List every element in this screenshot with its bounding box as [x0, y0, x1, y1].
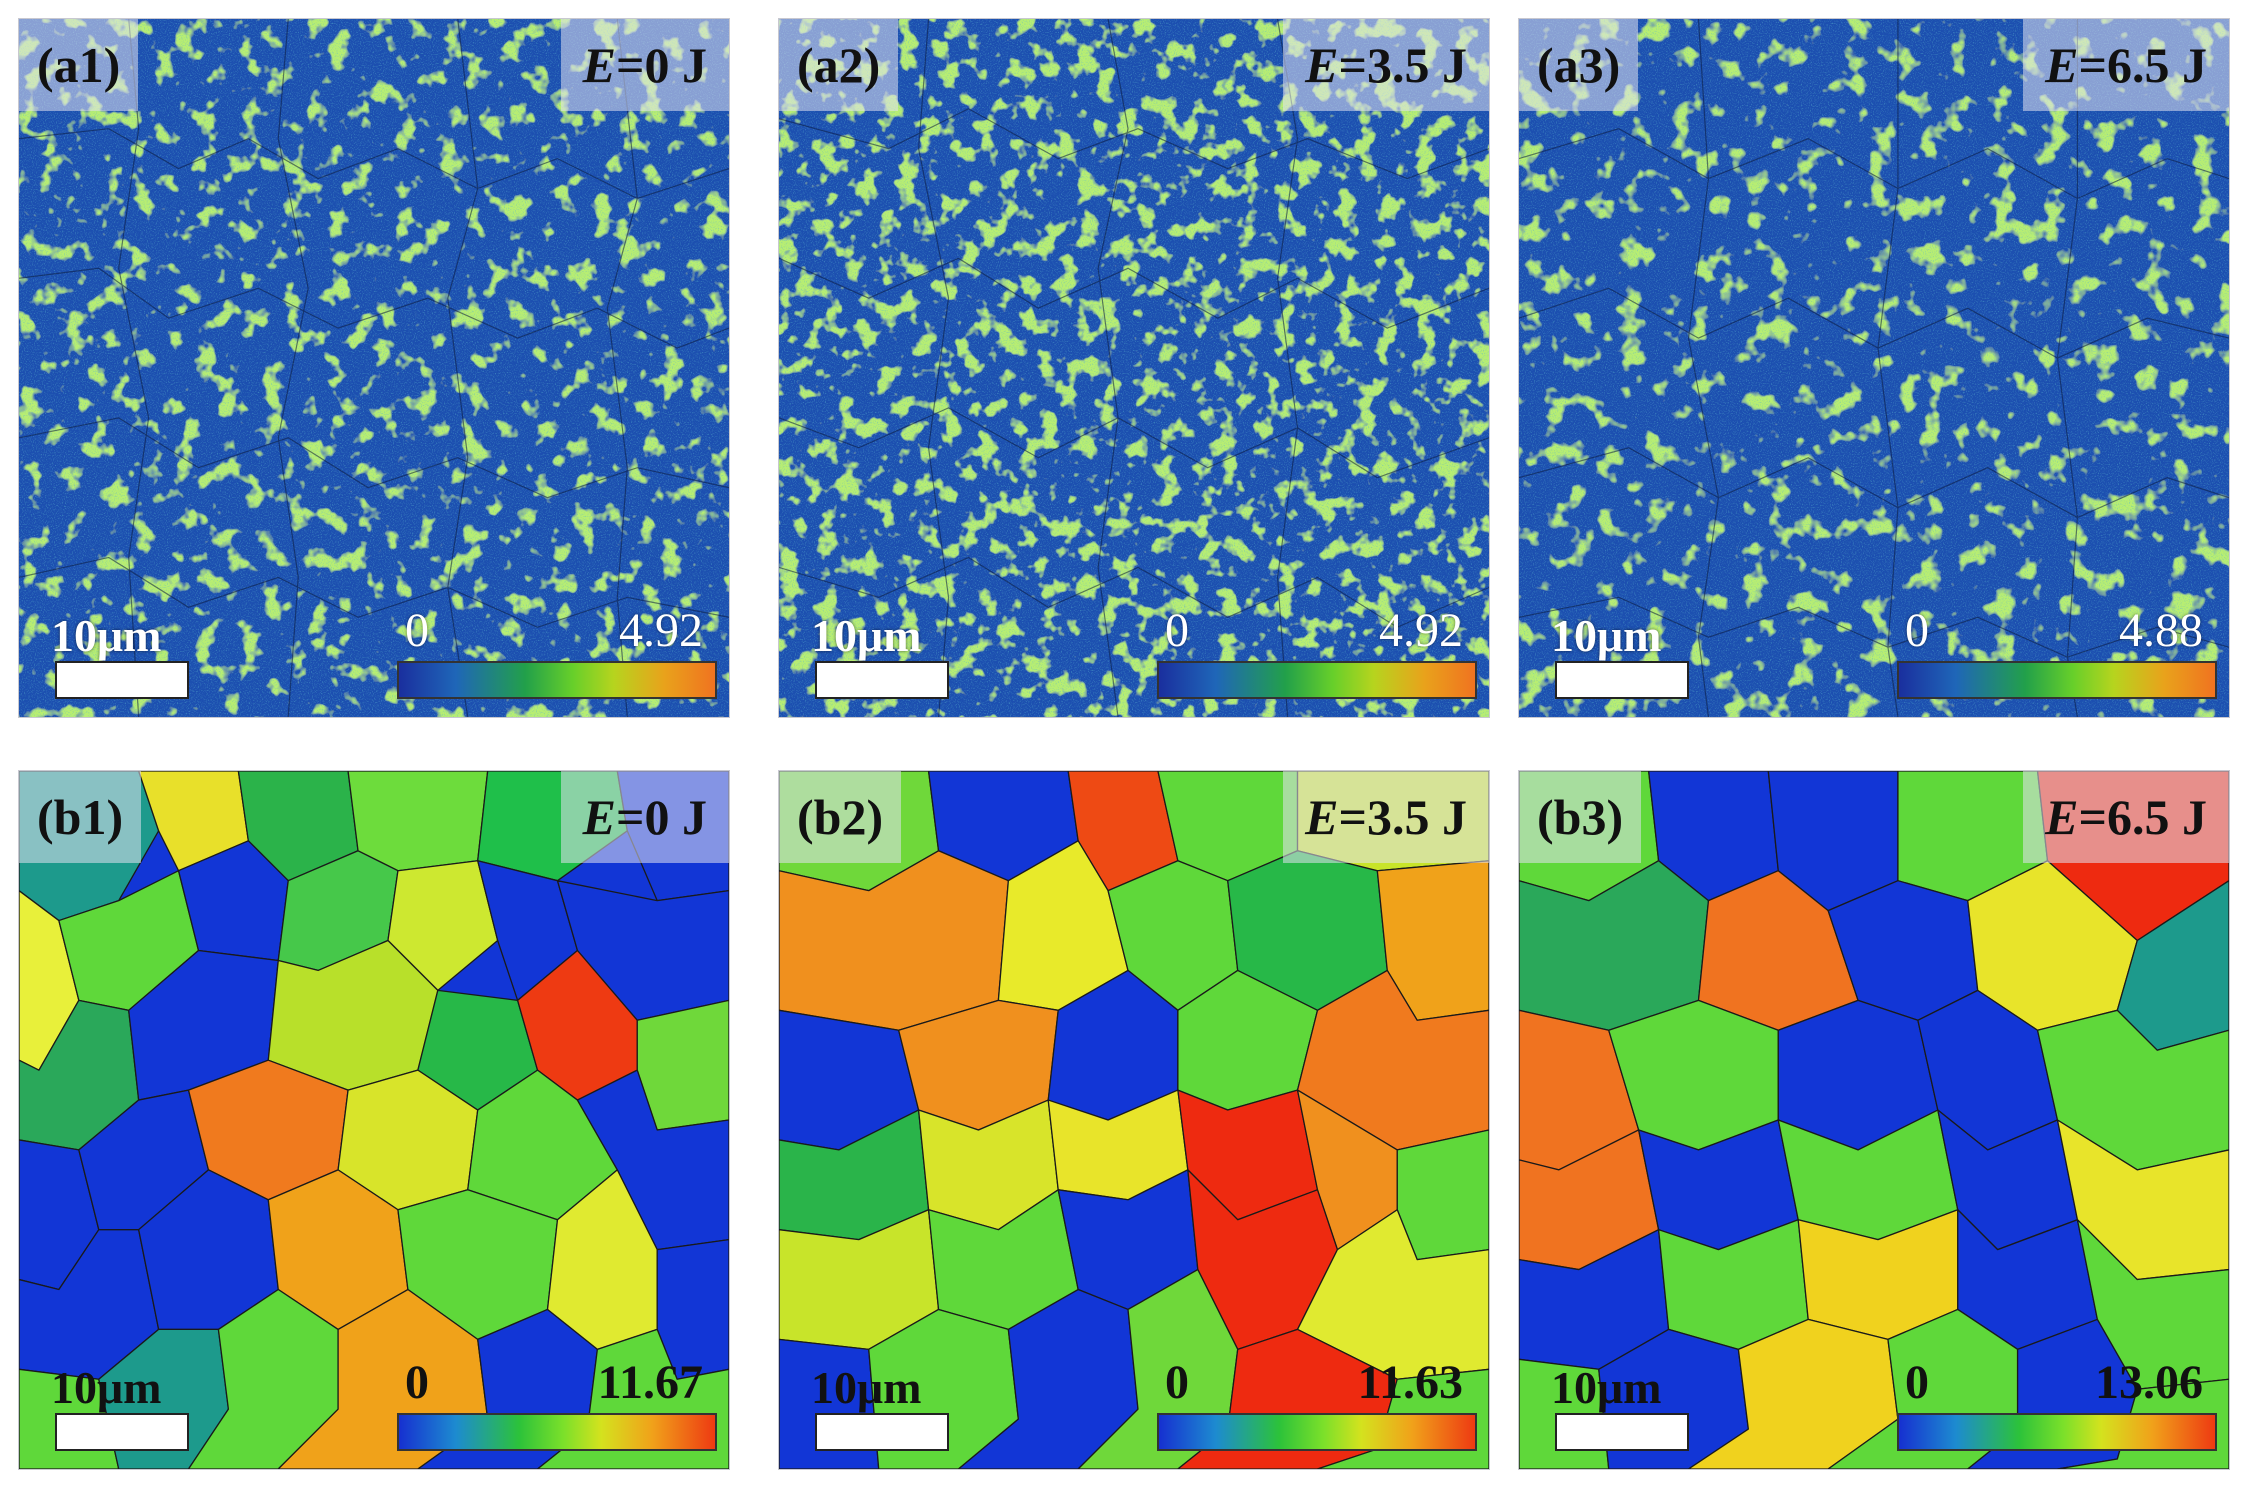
grain-map-b2	[779, 771, 1489, 1469]
scale-bar-label: 10μm	[1551, 1362, 1662, 1413]
panel-a3: (a3) E =6.5 J 10μm 0 4.88	[1518, 18, 2230, 718]
scale-bar	[815, 661, 949, 699]
scale-bar	[1555, 1413, 1689, 1451]
colorbar-min-label: 0	[405, 604, 429, 657]
impact-energy-label: E =0 J	[560, 19, 729, 111]
scale-bar-label: 10μm	[811, 610, 922, 661]
colorbar-max-label: 4.88	[2119, 604, 2203, 657]
impact-energy-label: E =0 J	[560, 771, 729, 863]
panel-label: (b1)	[19, 771, 142, 863]
panel-label: (a1)	[19, 19, 139, 111]
energy-value: =0 J	[616, 37, 707, 93]
kam-map-a1	[19, 19, 729, 717]
panel-label: (b2)	[779, 771, 902, 863]
colorbar-min-label: 0	[1165, 1356, 1189, 1409]
scale-bar	[815, 1413, 949, 1451]
scale-bar	[55, 661, 189, 699]
colorbar-max-label: 4.92	[619, 604, 703, 657]
colorbar-min-label: 0	[1905, 1356, 1929, 1409]
impact-energy-label: E =6.5 J	[2023, 771, 2229, 863]
scale-bar-label: 10μm	[51, 610, 162, 661]
panel-label: (b3)	[1519, 771, 1642, 863]
energy-value: =3.5 J	[1338, 37, 1468, 93]
colorbar	[397, 661, 717, 699]
panel-b2: (b2) E =3.5 J 10μm 0 11.63	[778, 770, 1490, 1470]
scale-bar-label: 10μm	[51, 1362, 162, 1413]
impact-energy-label: E =6.5 J	[2023, 19, 2229, 111]
panel-b1: (b1) E =0 J 10μm 0 11.67	[18, 770, 730, 1470]
colorbar-max-label: 11.67	[597, 1356, 703, 1409]
scale-bar-label: 10μm	[811, 1362, 922, 1413]
energy-symbol: E	[1305, 789, 1339, 845]
scale-bar	[1555, 661, 1689, 699]
colorbar-min-label: 0	[1905, 604, 1929, 657]
panel-label: (a3)	[1519, 19, 1639, 111]
panel-a1: (a1) E =0 J 10μm 0 4.92	[18, 18, 730, 718]
impact-energy-label: E =3.5 J	[1283, 19, 1489, 111]
energy-symbol: E	[582, 789, 616, 845]
colorbar	[1897, 1413, 2217, 1451]
kam-map-a3	[1519, 19, 2229, 717]
colorbar-max-label: 13.06	[2095, 1356, 2203, 1409]
energy-symbol: E	[1305, 37, 1339, 93]
kam-map-a2	[779, 19, 1489, 717]
energy-symbol: E	[2045, 37, 2079, 93]
energy-value: =3.5 J	[1338, 789, 1468, 845]
scale-bar-label: 10μm	[1551, 610, 1662, 661]
scale-bar	[55, 1413, 189, 1451]
colorbar-max-label: 4.92	[1379, 604, 1463, 657]
energy-value: =6.5 J	[2078, 789, 2208, 845]
panel-b3: (b3) E =6.5 J 10μm 0 13.06	[1518, 770, 2230, 1470]
panel-a2: (a2) E =3.5 J 10μm 0 4.92	[778, 18, 1490, 718]
colorbar-max-label: 11.63	[1357, 1356, 1463, 1409]
energy-symbol: E	[2045, 789, 2079, 845]
colorbar-min-label: 0	[1165, 604, 1189, 657]
colorbar	[1157, 661, 1477, 699]
energy-value: =6.5 J	[2078, 37, 2208, 93]
colorbar	[397, 1413, 717, 1451]
colorbar	[1157, 1413, 1477, 1451]
energy-symbol: E	[582, 37, 616, 93]
energy-value: =0 J	[616, 789, 707, 845]
colorbar-min-label: 0	[405, 1356, 429, 1409]
colorbar	[1897, 661, 2217, 699]
panel-label: (a2)	[779, 19, 899, 111]
impact-energy-label: E =3.5 J	[1283, 771, 1489, 863]
